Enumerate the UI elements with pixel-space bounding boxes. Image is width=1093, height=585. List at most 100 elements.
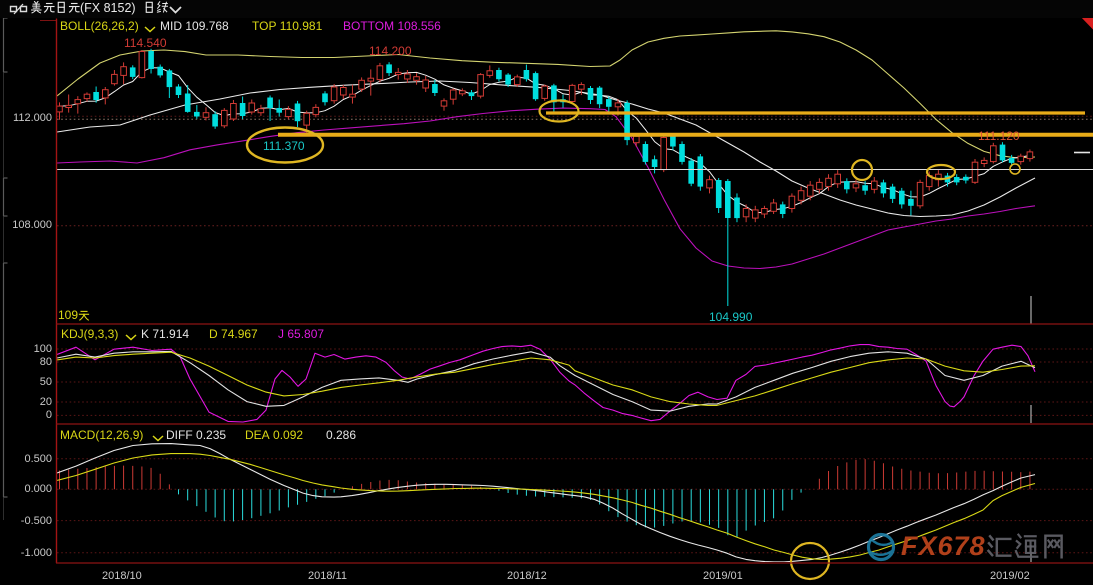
candle-body [175, 86, 182, 95]
boll-top-value: 110.981 [279, 19, 323, 33]
annotation-ellipse [789, 541, 831, 581]
kdj-y-axis-label: 50 [39, 376, 52, 388]
date-axis-label: 2018/10 [102, 570, 142, 582]
kdj-indicator-name[interactable]: KDJ(9,3,3) [61, 327, 119, 341]
cjk-char [1014, 532, 1039, 558]
candle-body [990, 145, 997, 163]
main-y-axis-label: 112.000 [13, 112, 52, 124]
watermark-globe-part [869, 538, 894, 556]
candle-body [734, 197, 740, 219]
link-break-icon[interactable] [9, 3, 28, 15]
period-selector[interactable] [143, 1, 168, 15]
kdj-d-value: 74.967 [221, 327, 258, 341]
candle-body [459, 90, 466, 95]
candle-body [551, 85, 557, 103]
candle-body [65, 104, 73, 109]
watermark-brand: FX678 [901, 531, 986, 561]
candle-body [57, 105, 63, 113]
price-annotation-label: 114.540 [124, 36, 167, 50]
watermark-globe-part [866, 532, 896, 562]
candle-body [1008, 158, 1015, 163]
price-annotation-label: 114.200 [369, 44, 412, 58]
candle-body [651, 159, 658, 167]
candle-body [212, 114, 218, 127]
kdj-k-label: K 71.914 [141, 327, 189, 341]
kdj-y-axis-label: 80 [39, 356, 52, 368]
candle-body [376, 65, 384, 81]
boll-bottom-key: BOTTOM [343, 19, 395, 33]
candle-body [980, 159, 988, 164]
candle-body [276, 108, 282, 113]
candle-body [779, 204, 786, 214]
macd-indicator-name[interactable]: MACD(12,26,9) [60, 428, 144, 442]
boll-bottom-label: BOTTOM 108.556 [343, 19, 441, 33]
candle-body [916, 181, 924, 207]
candle-body [642, 144, 649, 162]
candle-body [1017, 155, 1025, 163]
cjk-char [986, 534, 1012, 557]
cjk-char [43, 3, 55, 14]
candle-body [532, 73, 539, 100]
candle-body [1026, 151, 1034, 160]
candle-body [971, 161, 979, 183]
boll-mid-line [57, 80, 1036, 218]
candle-body [239, 103, 246, 116]
candle-body [706, 179, 713, 189]
date-axis-label: 2019/02 [990, 570, 1030, 582]
main-y-axis-label: 108.000 [12, 219, 52, 231]
kdj-d-line [57, 351, 1036, 406]
candle-body [679, 144, 685, 162]
candle-body [330, 86, 338, 102]
boll-indicator-name[interactable]: BOLL(26,26,2) [60, 19, 139, 33]
cjk-char [68, 3, 80, 14]
annotation-ellipse [850, 158, 874, 182]
candle-body [468, 92, 475, 97]
date-axis-label: 2018/12 [507, 570, 547, 582]
candle-body [834, 173, 842, 185]
annotation-ellipse [538, 99, 580, 123]
candle-body [386, 64, 392, 74]
candle-body [257, 108, 265, 114]
chevron-down-icon[interactable] [152, 435, 164, 442]
macd-dif-line [57, 443, 1036, 563]
candle-body [477, 74, 484, 97]
kdj-k-value: 71.914 [152, 327, 190, 341]
chevron-down-icon[interactable] [125, 334, 137, 341]
candle-body [852, 183, 860, 189]
candle-body [899, 190, 905, 205]
candle-body [440, 100, 448, 107]
symbol-title: (FX 8152) [30, 1, 136, 15]
candle-body [578, 84, 585, 90]
days-note: 109 [58, 308, 90, 322]
candle-body [568, 84, 576, 103]
annotation-ellipse [245, 126, 325, 164]
candle-body [844, 181, 850, 190]
candle-body [422, 79, 429, 89]
macd-value-label: 0.286 [326, 428, 357, 442]
watermark-globe-icon [866, 532, 896, 562]
price-annotation-label: 111.120 [978, 129, 1020, 143]
candle-body [871, 180, 878, 190]
chevron-down-icon[interactable] [144, 26, 156, 33]
candle-body [688, 160, 694, 184]
candle-body [752, 209, 759, 219]
candle-body [129, 67, 136, 77]
candle-body [797, 190, 805, 201]
boll-mid-value: 109.768 [185, 19, 229, 33]
cjk-char [156, 1, 168, 13]
kdj-y-axis-label: 20 [39, 396, 52, 408]
candle-body [660, 137, 668, 171]
candle-body [816, 181, 823, 190]
date-axis-label: 2019/01 [703, 570, 743, 582]
macd-y-axis-label: 0.000 [24, 483, 52, 496]
candle-body [93, 92, 99, 100]
date-axis-label: 2018/11 [308, 570, 347, 582]
candle-body [633, 135, 640, 144]
candle-body [120, 66, 127, 76]
macd-dea-label: DEA 0.092 [245, 428, 303, 442]
boll-mid-key: MID [160, 19, 182, 33]
candle-body [184, 93, 191, 112]
chevron-down-icon[interactable] [169, 6, 182, 14]
boll-upper-line [57, 30, 1036, 159]
